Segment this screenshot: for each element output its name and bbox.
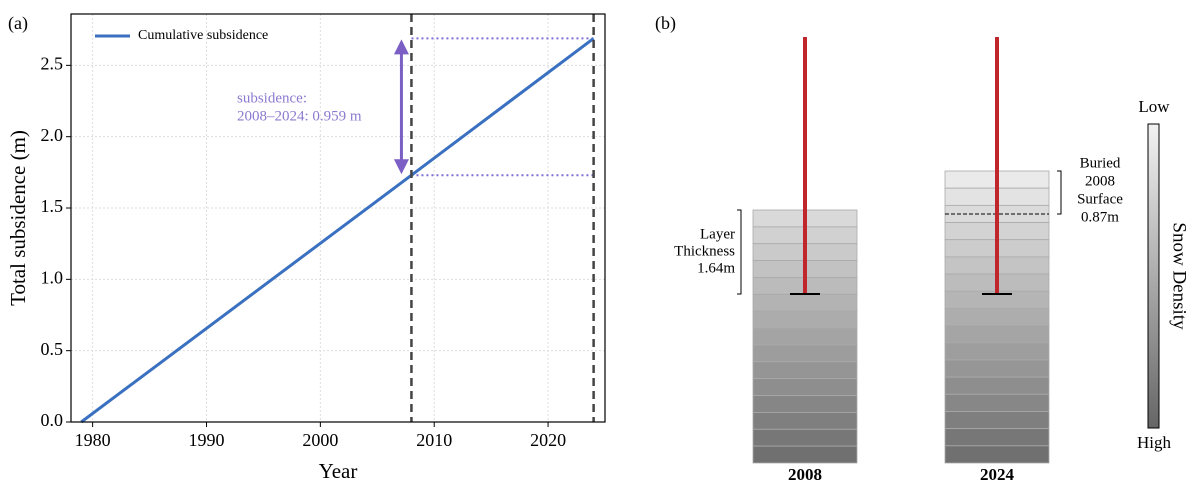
colorbar-label: Snow Density: [1169, 222, 1190, 330]
snow-layer: [753, 328, 857, 345]
bracket-label: Buried: [1080, 155, 1121, 171]
snow-layer: [753, 379, 857, 396]
snow-layer: [753, 311, 857, 328]
x-axis-label: Year: [319, 459, 358, 483]
y-tick-label: 1.5: [41, 196, 64, 216]
y-tick-label: 0.5: [41, 339, 64, 359]
snow-layer: [945, 377, 1049, 394]
x-tick-label: 1980: [75, 430, 111, 450]
x-tick-label: 2020: [530, 430, 566, 450]
colorbar-high: High: [1137, 433, 1172, 452]
snow-layer: [945, 446, 1049, 463]
y-tick-label: 2.5: [41, 53, 64, 73]
column-label: 2024: [980, 465, 1015, 484]
x-tick-label: 2010: [416, 430, 452, 450]
snow-layer: [945, 429, 1049, 446]
x-tick-label: 1990: [188, 430, 224, 450]
plot-frame: [71, 14, 605, 422]
snow-layer: [753, 294, 857, 311]
bracket-label: 2008: [1085, 173, 1115, 189]
y-tick-label: 1.0: [41, 267, 64, 287]
snow-layer: [753, 412, 857, 429]
bracket-label: Thickness: [674, 243, 735, 259]
bracket-label: 0.87m: [1081, 209, 1119, 225]
x-tick-label: 2000: [302, 430, 338, 450]
y-axis-label: Total subsidence (m): [6, 130, 30, 306]
snow-layer: [945, 360, 1049, 377]
snow-layer: [945, 343, 1049, 360]
snow-layer: [753, 446, 857, 463]
snow-layer: [945, 326, 1049, 343]
snow-layer: [753, 429, 857, 446]
y-tick-label: 2.0: [41, 125, 64, 145]
y-tick-label: 0.0: [41, 410, 64, 430]
bracket: [1057, 171, 1061, 214]
colorbar: [1148, 124, 1159, 428]
snow-layer: [753, 362, 857, 379]
panel-label: (b): [655, 13, 676, 34]
figure: (a) (b) Year Total subsidence (m) Layer …: [0, 0, 1192, 485]
snow-layer: [753, 396, 857, 413]
snow-layer: [945, 411, 1049, 428]
annotation: 2008–2024: 0.959 m: [237, 108, 362, 124]
snow-layer: [945, 394, 1049, 411]
column-label: 2008: [788, 465, 822, 484]
snow-layer: [753, 345, 857, 362]
line: [81, 38, 593, 422]
bracket-label: Surface: [1077, 191, 1123, 207]
bracket: [737, 210, 741, 294]
snow-layer: [945, 308, 1049, 325]
bracket-label: 1.64m: [697, 260, 735, 276]
colorbar-low: Low: [1138, 97, 1170, 116]
bracket-label: Layer: [700, 226, 735, 242]
legend-label: Cumulative subsidence: [138, 28, 268, 43]
panel-label: (a): [8, 13, 28, 34]
annotation: subsidence:: [237, 90, 307, 106]
